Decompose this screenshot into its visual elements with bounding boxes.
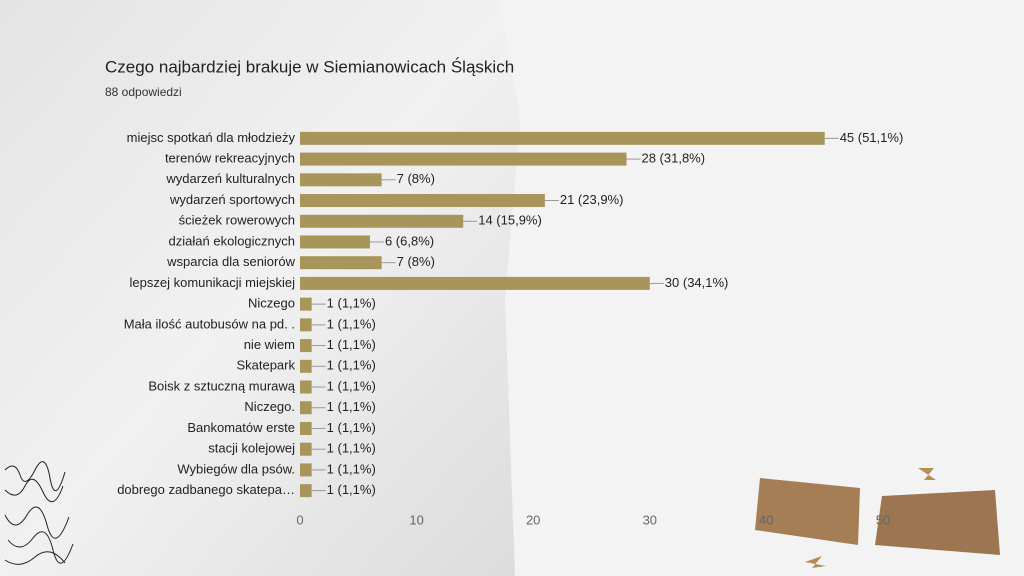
bar [300,152,627,166]
category-label: stacji kolejowej [208,441,295,456]
bar [300,131,825,145]
value-label: 1 (1,1%) [327,337,376,352]
value-label: 7 (8%) [397,171,435,186]
bar [300,401,312,415]
value-label: 1 (1,1%) [327,399,376,414]
value-label: 1 (1,1%) [327,296,376,311]
category-label: Bankomatów erste [187,420,295,435]
category-label: Boisk z sztuczną murawą [148,378,295,393]
value-label: 1 (1,1%) [327,316,376,331]
bar [300,276,650,290]
category-label: terenów rekreacyjnych [165,151,295,166]
value-label: 28 (31,8%) [641,151,705,166]
value-label: 45 (51,1%) [840,130,904,145]
category-label: nie wiem [244,337,295,352]
category-label: ścieżek rowerowych [179,213,295,228]
bar [300,359,312,373]
value-label: 1 (1,1%) [327,378,376,393]
category-label: Wybiegów dla psów. [177,461,295,476]
category-label: Niczego. [244,399,295,414]
value-label: 1 (1,1%) [327,482,376,497]
bar [300,318,312,332]
chart-subtitle: 88 odpowiedzi [105,85,182,99]
category-label: działań ekologicznych [169,233,295,248]
category-label: dobrego zadbanego skatepa… [117,482,295,497]
value-label: 1 (1,1%) [327,461,376,476]
bar [300,214,464,228]
x-tick-label: 20 [526,512,540,527]
x-tick-label: 10 [409,512,423,527]
scribble [4,461,74,565]
value-label: 21 (23,9%) [560,192,624,207]
value-label: 6 (6,8%) [385,233,434,248]
bar [300,235,370,249]
value-label: 30 (34,1%) [665,275,729,290]
bar [300,421,312,435]
value-label: 14 (15,9%) [478,213,542,228]
bar [300,297,312,311]
bar [300,463,312,477]
category-label: Mała ilość autobusów na pd. . [124,316,295,331]
category-label: Niczego [248,296,295,311]
value-label: 7 (8%) [397,254,435,269]
fists-image [755,468,1000,568]
x-tick-label: 0 [296,512,303,527]
category-label: wsparcia dla seniorów [166,254,296,269]
x-tick-label: 50 [876,512,890,527]
x-tick-label: 40 [759,512,773,527]
value-label: 1 (1,1%) [327,441,376,456]
bar [300,173,382,187]
value-label: 1 (1,1%) [327,358,376,373]
bar [300,256,382,270]
value-label: 1 (1,1%) [327,420,376,435]
category-label: wydarzeń sportowych [169,192,295,207]
bar [300,380,312,394]
bar [300,442,312,456]
category-label: Skatepark [236,358,295,373]
category-label: wydarzeń kulturalnych [165,171,295,186]
chart-title: Czego najbardziej brakuje w Siemianowica… [105,57,514,76]
x-tick-label: 30 [643,512,657,527]
category-label: lepszej komunikacji miejskiej [130,275,296,290]
bar [300,194,545,208]
category-label: miejsc spotkań dla młodzieży [127,130,296,145]
bar [300,339,312,353]
bar [300,484,312,498]
